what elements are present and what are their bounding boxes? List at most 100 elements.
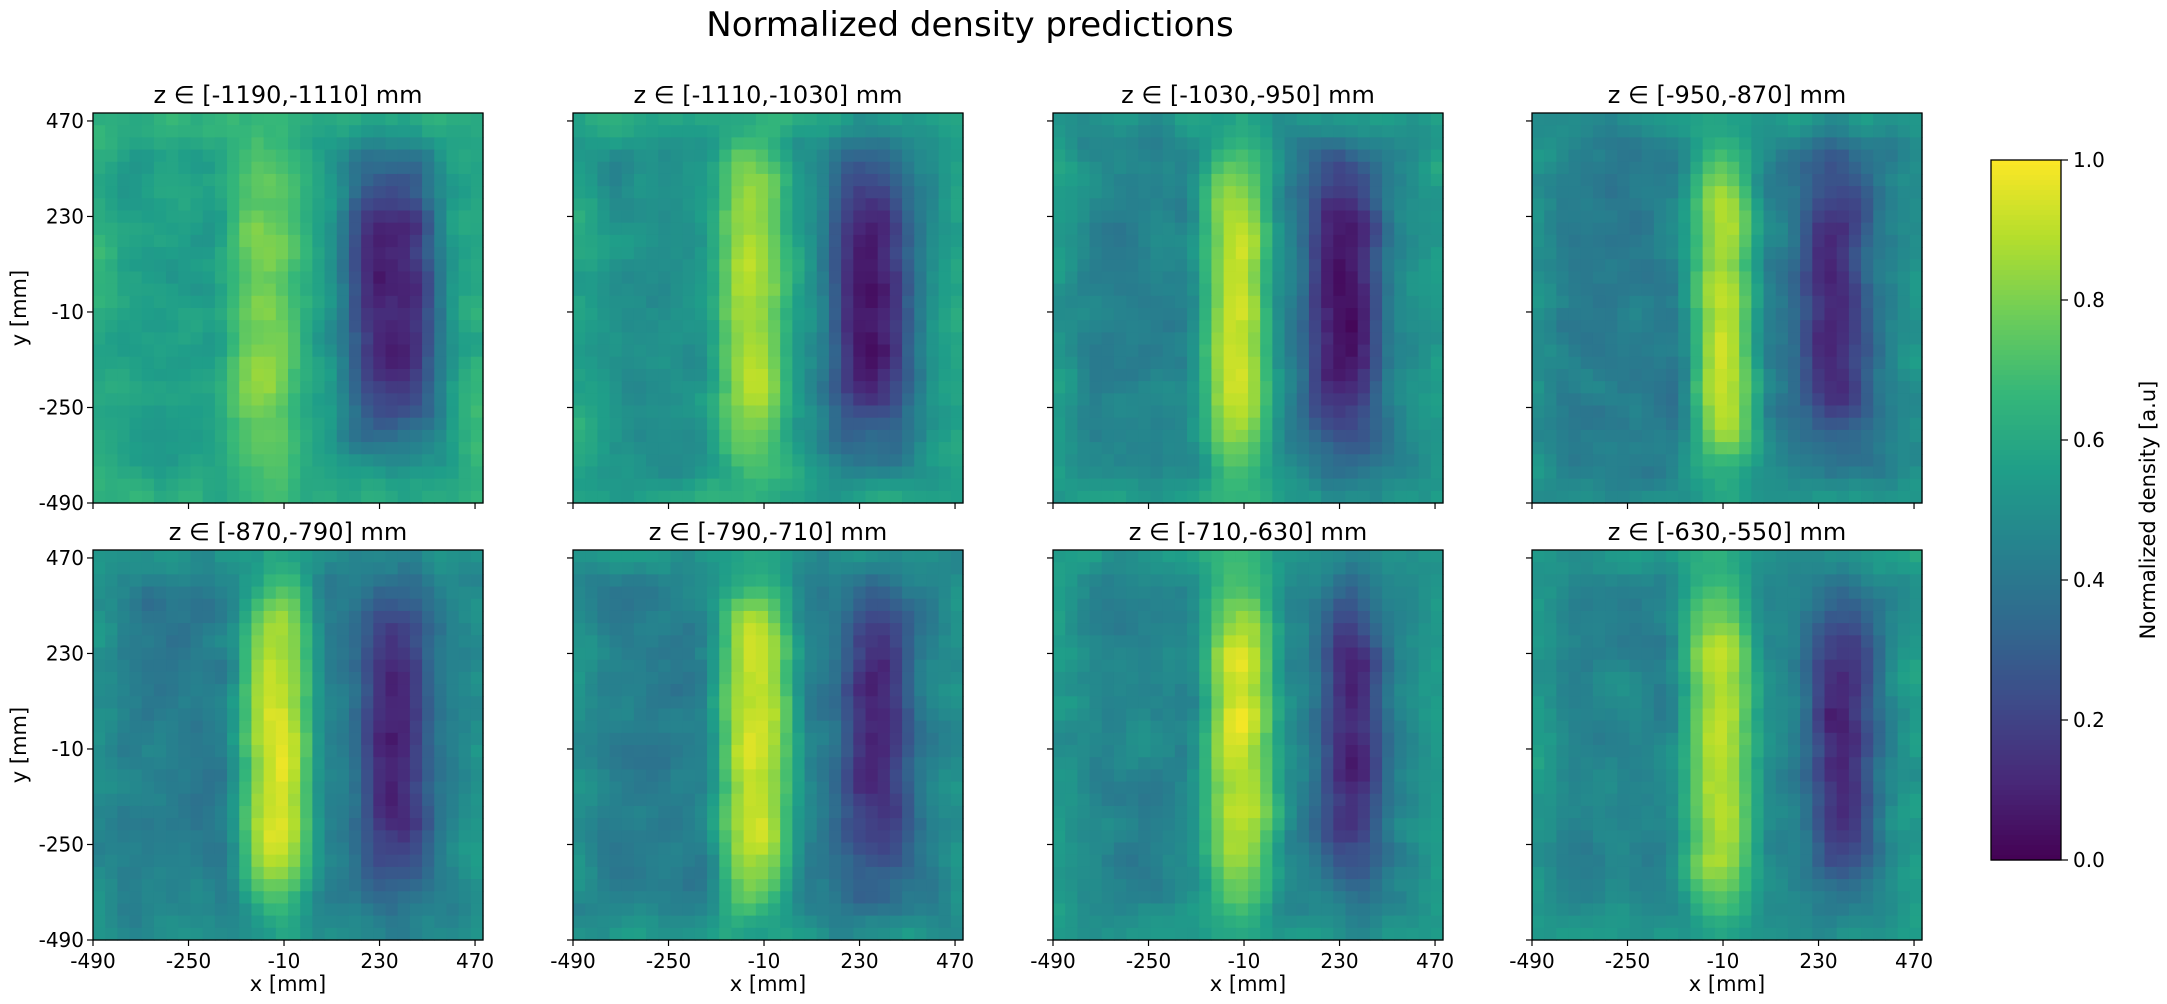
- heatmap-cell: [275, 271, 289, 285]
- heatmap-cell: [202, 647, 216, 661]
- heatmap-cell: [573, 186, 586, 199]
- heatmap-cell: [792, 478, 806, 492]
- heatmap-cell: [1812, 429, 1826, 443]
- heatmap-cell: [646, 332, 659, 346]
- heatmap-cell: [1418, 490, 1432, 504]
- heatmap-cell: [609, 259, 623, 273]
- heatmap-cell: [178, 793, 192, 807]
- heatmap-cell: [1580, 149, 1594, 163]
- heatmap-cell: [458, 562, 472, 575]
- heatmap-cell: [1418, 173, 1432, 187]
- heatmap-cell: [263, 635, 277, 649]
- heatmap-cell: [239, 466, 253, 480]
- heatmap-cell: [105, 368, 118, 382]
- heatmap-cell: [1775, 320, 1789, 333]
- heatmap-cell: [841, 393, 854, 407]
- heatmap-cell: [166, 356, 179, 370]
- heatmap-cell: [585, 210, 598, 224]
- heatmap-cell: [312, 234, 326, 248]
- heatmap-cell: [633, 222, 647, 236]
- heatmap-cell: [214, 368, 228, 382]
- heatmap-cell: [251, 454, 265, 468]
- heatmap-cell: [153, 562, 167, 575]
- heatmap-cell: [105, 405, 118, 419]
- heatmap-cell: [1653, 149, 1667, 163]
- heatmap-cell: [1836, 234, 1850, 248]
- heatmap-cell: [1592, 259, 1606, 273]
- heatmap-cell: [1235, 490, 1249, 504]
- heatmap-cell: [1885, 368, 1899, 382]
- heatmap-cell: [1077, 490, 1091, 504]
- heatmap-cell: [938, 149, 952, 163]
- heatmap-cell: [1065, 368, 1078, 382]
- heatmap-cell: [178, 161, 192, 175]
- heatmap-cell: [397, 417, 411, 431]
- heatmap-cell: [227, 308, 240, 321]
- heatmap-cell: [227, 173, 240, 187]
- heatmap-cell: [251, 234, 265, 248]
- heatmap-cell: [227, 720, 240, 734]
- heatmap-cell: [458, 429, 472, 443]
- heatmap-cell: [105, 647, 118, 661]
- heatmap-cell: [1678, 295, 1692, 309]
- heatmap-cell: [446, 490, 460, 504]
- heatmap-cell: [1678, 271, 1692, 285]
- heatmap-cell: [902, 320, 915, 333]
- heatmap-cell: [397, 271, 411, 285]
- heatmap-cell: [275, 320, 289, 333]
- heatmap-cell: [239, 137, 253, 151]
- heatmap-cell: [1187, 478, 1200, 492]
- heatmap-cell: [1629, 368, 1643, 382]
- heatmap-cell: [1605, 454, 1618, 468]
- heatmap-cell: [409, 478, 423, 492]
- heatmap-cell: [1678, 125, 1692, 138]
- heatmap-cell: [1296, 429, 1310, 443]
- heatmap-cell: [597, 478, 611, 492]
- heatmap-cell: [409, 574, 423, 588]
- heatmap-cell: [263, 696, 277, 710]
- heatmap-cell: [1333, 173, 1347, 187]
- heatmap-cell: [1763, 295, 1777, 309]
- heatmap-cell: [1089, 490, 1103, 504]
- heatmap-cell: [1787, 234, 1801, 248]
- heatmap-cell: [792, 356, 806, 370]
- heatmap-cell: [1296, 113, 1310, 126]
- heatmap-cell: [1187, 417, 1200, 431]
- heatmap-cell: [1787, 125, 1801, 138]
- heatmap-cell: [1126, 356, 1139, 370]
- heatmap-cell: [1357, 442, 1371, 455]
- heatmap-cell: [434, 793, 448, 807]
- heatmap-cell: [1678, 320, 1692, 333]
- heatmap-cell: [1077, 454, 1091, 468]
- heatmap-cell: [1113, 295, 1127, 309]
- heatmap-cell: [926, 490, 940, 504]
- heatmap-cell: [385, 356, 399, 370]
- heatmap-cell: [1308, 210, 1322, 224]
- heatmap-cell: [434, 417, 448, 431]
- heatmap-cell: [239, 332, 253, 346]
- heatmap-cell: [1690, 247, 1704, 260]
- heatmap-cell: [458, 295, 472, 309]
- heatmap-cell: [312, 805, 326, 819]
- heatmap-cell: [422, 210, 435, 224]
- heatmap-cell: [1430, 381, 1444, 394]
- heatmap-cell: [1751, 210, 1765, 224]
- heatmap-cell: [1629, 210, 1643, 224]
- heatmap-cell: [1199, 429, 1213, 443]
- heatmap-cell: [1211, 368, 1225, 382]
- heatmap-cell: [755, 295, 769, 309]
- heatmap-cell: [202, 332, 216, 346]
- heatmap-cell: [373, 161, 387, 175]
- heatmap-cell: [1739, 247, 1752, 260]
- heatmap-cell: [609, 429, 623, 443]
- heatmap-cell: [658, 466, 672, 480]
- heatmap-cell: [841, 308, 854, 321]
- heatmap-cell: [646, 295, 659, 309]
- heatmap-cell: [166, 271, 179, 285]
- heatmap-cell: [1296, 308, 1310, 321]
- heatmap-cell: [434, 805, 448, 819]
- heatmap-cell: [373, 671, 387, 685]
- heatmap-cell: [153, 745, 167, 758]
- heatmap-cell: [348, 442, 362, 455]
- heatmap-cell: [828, 186, 842, 199]
